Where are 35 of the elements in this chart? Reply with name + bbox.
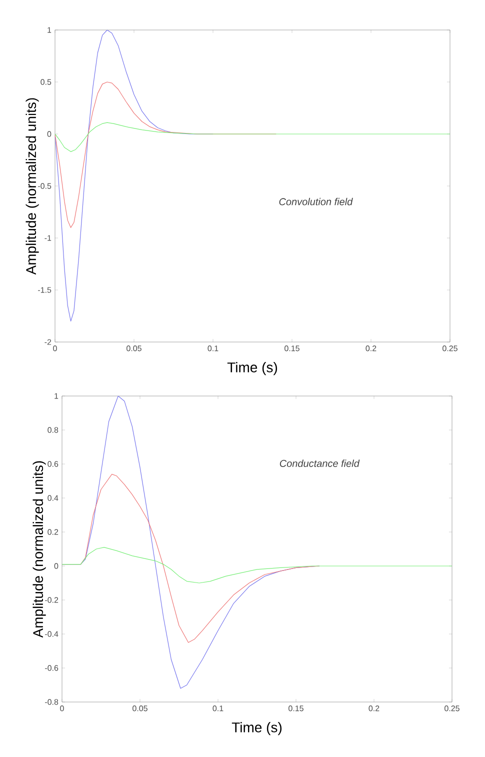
x-tick-label: 0.15 [284,346,300,352]
y-tick-label: -0.6 [45,665,58,671]
y-tick-label: 1 [48,27,52,33]
y-tick-label: 0.6 [48,461,58,467]
y-tick-label: 0 [54,563,58,569]
line-series [55,122,450,152]
y-tick-label: -2 [44,339,52,345]
x-axis-title: Time (s) [227,362,278,376]
annotation: Conductance field [280,460,360,467]
y-tick-label: -0.2 [45,597,58,603]
x-tick-label: 0.25 [442,346,458,352]
x-axis-title: Time (s) [232,722,282,736]
x-tick-label: 0.2 [366,346,376,352]
x-tick-label: 0.05 [126,346,142,352]
x-tick-label: 0.25 [444,706,460,712]
x-tick-label: 0.05 [132,706,148,712]
y-tick-label: 0.5 [40,79,52,85]
y-axis-title: Amplitude (normalized units) [26,98,39,275]
y-tick-label: 0.4 [48,495,58,501]
x-tick-label: 0.15 [288,706,304,712]
y-axis-title: Amplitude (normalized units) [32,461,46,638]
y-tick-label: 0.2 [48,529,58,535]
y-tick-label: -0.5 [38,183,52,189]
x-tick-label: 0.2 [368,706,380,712]
annotation: Convolution field [279,198,353,206]
y-tick-label: -0.8 [45,699,58,705]
x-tick-label: 0 [60,706,64,712]
y-tick-label: -1.5 [38,287,52,293]
y-tick-label: -1 [44,235,52,241]
y-tick-label: -0.4 [45,631,58,637]
x-tick-label: 0.1 [212,706,224,712]
y-tick-label: 1 [54,393,58,399]
y-tick-label: 0.8 [48,427,58,433]
y-tick-label: 0 [47,131,52,137]
x-tick-label: 0.1 [208,346,218,352]
